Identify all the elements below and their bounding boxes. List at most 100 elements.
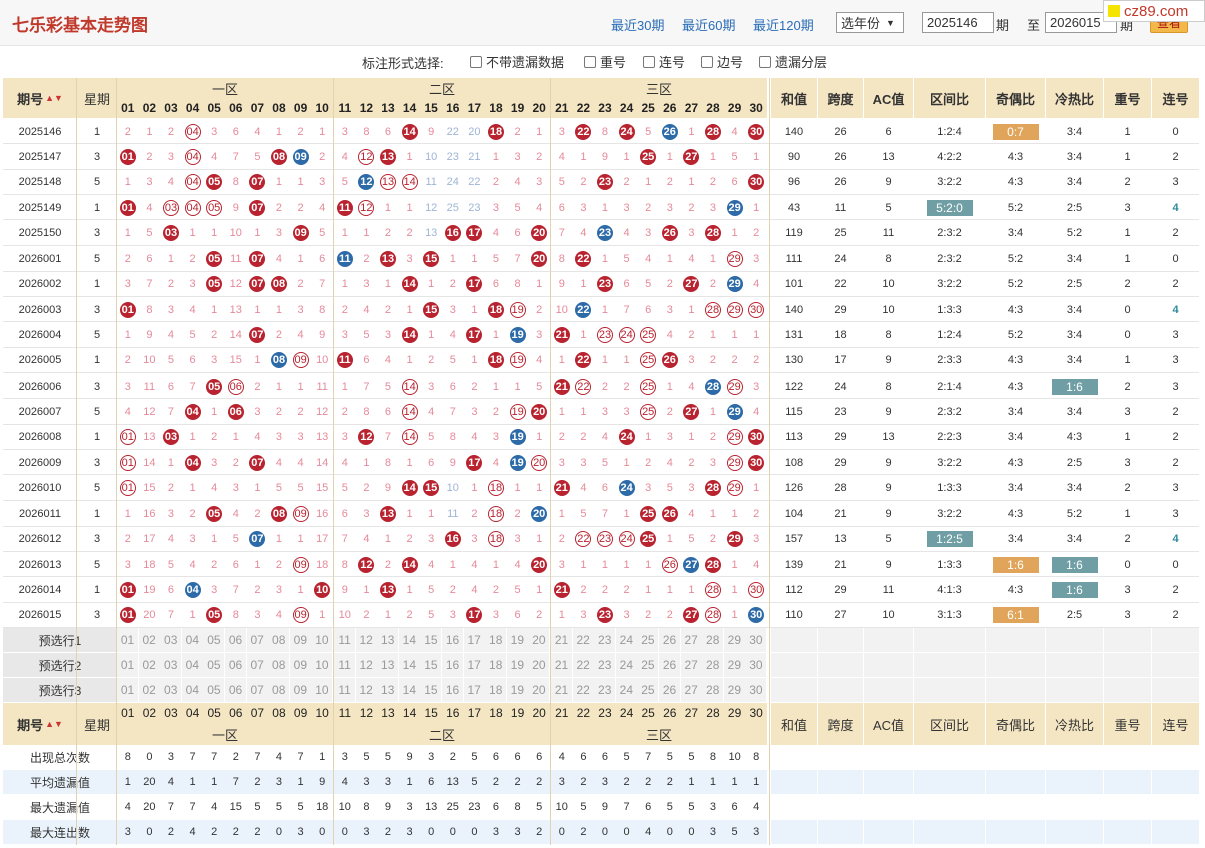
preselect-number-19[interactable]: 19 xyxy=(506,628,528,652)
preselect-number-25[interactable]: 25 xyxy=(637,653,659,677)
preselect-number-21[interactable]: 21 xyxy=(551,628,573,652)
preselect-number-19[interactable]: 19 xyxy=(506,653,528,677)
preselect-number-27[interactable]: 27 xyxy=(680,628,702,652)
preselect-number-05[interactable]: 05 xyxy=(203,628,225,652)
footer-period-header[interactable]: 期号 ▲▼ xyxy=(3,703,77,745)
preselect-number-21[interactable]: 21 xyxy=(551,678,573,702)
preselect-number-18[interactable]: 18 xyxy=(485,628,507,652)
preselect-number-23[interactable]: 23 xyxy=(594,678,616,702)
preselect-number-16[interactable]: 16 xyxy=(442,653,464,677)
preselect-number-28[interactable]: 28 xyxy=(702,678,724,702)
checkbox-icon[interactable] xyxy=(701,55,713,68)
year-select[interactable]: 选年份 ▼ xyxy=(836,12,904,33)
preselect-number-09[interactable]: 09 xyxy=(289,628,311,652)
preselect-number-22[interactable]: 22 xyxy=(572,628,594,652)
preselect-number-26[interactable]: 26 xyxy=(659,628,681,652)
preselect-number-20[interactable]: 20 xyxy=(528,653,550,677)
preselect-number-06[interactable]: 06 xyxy=(225,628,247,652)
period-column-header[interactable]: 期号 ▲▼ xyxy=(3,78,77,118)
preselect-number-11[interactable]: 11 xyxy=(334,628,356,652)
preselect-number-25[interactable]: 25 xyxy=(637,678,659,702)
preselect-number-12[interactable]: 12 xyxy=(355,678,377,702)
preselect-number-17[interactable]: 17 xyxy=(463,678,485,702)
checkbox-repeat[interactable]: 重号 xyxy=(584,52,626,71)
preselect-number-29[interactable]: 29 xyxy=(723,678,745,702)
preselect-number-01[interactable]: 01 xyxy=(117,678,139,702)
preselect-number-11[interactable]: 11 xyxy=(334,678,356,702)
preselect-number-24[interactable]: 24 xyxy=(615,628,637,652)
preselect-number-30[interactable]: 30 xyxy=(745,678,767,702)
checkbox-no-miss[interactable]: 不带遗漏数据 xyxy=(470,52,564,71)
preselect-number-17[interactable]: 17 xyxy=(463,653,485,677)
preselect-number-14[interactable]: 14 xyxy=(398,628,420,652)
checkbox-consecutive[interactable]: 连号 xyxy=(643,52,685,71)
preselect-number-10[interactable]: 10 xyxy=(311,678,333,702)
preselect-number-12[interactable]: 12 xyxy=(355,628,377,652)
preselect-number-18[interactable]: 18 xyxy=(485,678,507,702)
preselect-number-19[interactable]: 19 xyxy=(506,678,528,702)
checkbox-icon[interactable] xyxy=(470,55,482,68)
preselect-number-30[interactable]: 30 xyxy=(745,628,767,652)
preselect-number-09[interactable]: 09 xyxy=(289,653,311,677)
preselect-number-15[interactable]: 15 xyxy=(420,628,442,652)
preselect-number-17[interactable]: 17 xyxy=(463,628,485,652)
preselect-number-14[interactable]: 14 xyxy=(398,653,420,677)
preselect-number-02[interactable]: 02 xyxy=(138,628,160,652)
checkbox-miss-layer[interactable]: 遗漏分层 xyxy=(759,52,827,71)
recent-30-link[interactable]: 最近30期 xyxy=(611,18,665,33)
preselect-number-20[interactable]: 20 xyxy=(528,678,550,702)
preselect-number-28[interactable]: 28 xyxy=(702,628,724,652)
preselect-number-23[interactable]: 23 xyxy=(594,628,616,652)
preselect-number-07[interactable]: 07 xyxy=(246,653,268,677)
preselect-number-04[interactable]: 04 xyxy=(181,628,203,652)
preselect-number-07[interactable]: 07 xyxy=(246,628,268,652)
preselect-number-10[interactable]: 10 xyxy=(311,628,333,652)
preselect-number-28[interactable]: 28 xyxy=(702,653,724,677)
checkbox-icon[interactable] xyxy=(584,55,596,68)
preselect-number-15[interactable]: 15 xyxy=(420,678,442,702)
preselect-number-01[interactable]: 01 xyxy=(117,628,139,652)
preselect-number-13[interactable]: 13 xyxy=(377,653,399,677)
preselect-number-26[interactable]: 26 xyxy=(659,678,681,702)
preselect-number-02[interactable]: 02 xyxy=(138,678,160,702)
preselect-number-21[interactable]: 21 xyxy=(551,653,573,677)
preselect-number-22[interactable]: 22 xyxy=(572,653,594,677)
preselect-number-20[interactable]: 20 xyxy=(528,628,550,652)
preselect-number-11[interactable]: 11 xyxy=(334,653,356,677)
preselect-number-05[interactable]: 05 xyxy=(203,678,225,702)
preselect-number-07[interactable]: 07 xyxy=(246,678,268,702)
preselect-number-16[interactable]: 16 xyxy=(442,678,464,702)
recent-120-link[interactable]: 最近120期 xyxy=(753,18,814,33)
preselect-number-24[interactable]: 24 xyxy=(615,678,637,702)
preselect-number-24[interactable]: 24 xyxy=(615,653,637,677)
preselect-number-25[interactable]: 25 xyxy=(637,628,659,652)
preselect-number-03[interactable]: 03 xyxy=(160,678,182,702)
preselect-number-23[interactable]: 23 xyxy=(594,653,616,677)
preselect-number-09[interactable]: 09 xyxy=(289,678,311,702)
preselect-number-08[interactable]: 08 xyxy=(268,653,290,677)
preselect-number-15[interactable]: 15 xyxy=(420,653,442,677)
preselect-number-01[interactable]: 01 xyxy=(117,653,139,677)
preselect-number-04[interactable]: 04 xyxy=(181,678,203,702)
preselect-number-29[interactable]: 29 xyxy=(723,628,745,652)
preselect-number-27[interactable]: 27 xyxy=(680,653,702,677)
checkbox-edge[interactable]: 边号 xyxy=(701,52,743,71)
checkbox-icon[interactable] xyxy=(643,55,655,68)
preselect-number-02[interactable]: 02 xyxy=(138,653,160,677)
preselect-number-16[interactable]: 16 xyxy=(442,628,464,652)
end-period-input[interactable]: 2026015 xyxy=(1045,12,1117,33)
preselect-number-13[interactable]: 13 xyxy=(377,678,399,702)
preselect-number-06[interactable]: 06 xyxy=(225,653,247,677)
preselect-number-18[interactable]: 18 xyxy=(485,653,507,677)
preselect-number-29[interactable]: 29 xyxy=(723,653,745,677)
preselect-number-08[interactable]: 08 xyxy=(268,678,290,702)
preselect-number-04[interactable]: 04 xyxy=(181,653,203,677)
preselect-number-22[interactable]: 22 xyxy=(572,678,594,702)
preselect-number-13[interactable]: 13 xyxy=(377,628,399,652)
preselect-number-03[interactable]: 03 xyxy=(160,628,182,652)
preselect-number-14[interactable]: 14 xyxy=(398,678,420,702)
preselect-number-26[interactable]: 26 xyxy=(659,653,681,677)
preselect-number-27[interactable]: 27 xyxy=(680,678,702,702)
preselect-number-10[interactable]: 10 xyxy=(311,653,333,677)
preselect-number-05[interactable]: 05 xyxy=(203,653,225,677)
